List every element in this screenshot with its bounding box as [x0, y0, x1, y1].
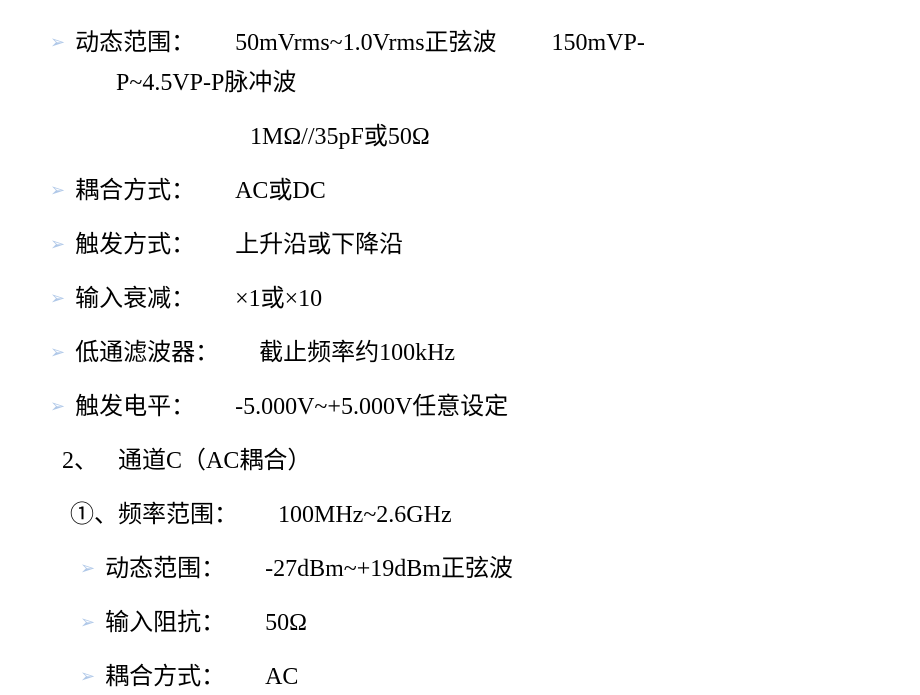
sub-number: ①、 [70, 502, 118, 528]
item-continuation: P~4.5VP-P脉冲波 [116, 65, 860, 101]
item-content: 输入阻抗： 50Ω [105, 605, 860, 641]
sub-value: 100MHz~2.6GHz [278, 502, 452, 528]
item-value-2: 150mVP- [552, 30, 645, 56]
sub-item-frequency: ①、频率范围： 100MHz~2.6GHz [70, 497, 860, 533]
continuation-text: P~4.5VP-P脉冲波 [116, 70, 296, 96]
item-value: -27dBm~+19dBm正弦波 [265, 556, 513, 582]
item-value: 50mVrms~1.0Vrms正弦波 [235, 30, 496, 56]
bullet-icon: ➢ [50, 177, 65, 204]
bullet-icon: ➢ [80, 555, 95, 582]
bullet-icon: ➢ [50, 339, 65, 366]
item-label: 动态范围： [105, 556, 225, 582]
standalone-text: 1MΩ//35pF或50Ω [250, 124, 430, 150]
item-label: 触发方式： [75, 232, 195, 258]
item-content: 触发方式： 上升沿或下降沿 [75, 227, 860, 263]
list-item-dynamic-range-2: ➢ 动态范围： -27dBm~+19dBm正弦波 [50, 551, 860, 587]
list-item-impedance: ➢ 输入阻抗： 50Ω [50, 605, 860, 641]
item-label: 低通滤波器： [75, 340, 219, 366]
bullet-icon: ➢ [50, 393, 65, 420]
section-number: 2、 [62, 448, 98, 474]
item-label: 耦合方式： [105, 664, 225, 690]
item-value: 50Ω [265, 610, 307, 636]
section-header: 2、通道C（AC耦合） [62, 443, 860, 479]
item-label: 输入衰减： [75, 286, 195, 312]
item-value: 上升沿或下降沿 [235, 232, 403, 258]
item-content: 低通滤波器： 截止频率约100kHz [75, 335, 860, 371]
item-label: 触发电平： [75, 394, 195, 420]
bullet-icon: ➢ [50, 231, 65, 258]
item-content: 触发电平： -5.000V~+5.000V任意设定 [75, 389, 860, 425]
item-content: 输入衰减： ×1或×10 [75, 281, 860, 317]
list-item-trigger-mode: ➢ 触发方式： 上升沿或下降沿 [50, 227, 860, 263]
item-label: 耦合方式： [75, 178, 195, 204]
item-label: 动态范围： [75, 30, 195, 56]
bullet-icon: ➢ [50, 29, 65, 56]
standalone-line: 1MΩ//35pF或50Ω [250, 119, 860, 155]
bullet-icon: ➢ [80, 663, 95, 690]
item-label: 输入阻抗： [105, 610, 225, 636]
item-content: 耦合方式： AC或DC [75, 173, 860, 209]
item-content: 动态范围： 50mVrms~1.0Vrms正弦波 150mVP- [75, 25, 860, 61]
item-value: AC或DC [235, 178, 326, 204]
list-item-lowpass: ➢ 低通滤波器： 截止频率约100kHz [50, 335, 860, 371]
bullet-icon: ➢ [80, 609, 95, 636]
section-text: 通道C（AC耦合） [118, 448, 311, 474]
sub-label: 频率范围： [118, 502, 238, 528]
list-item-dynamic-range: ➢ 动态范围： 50mVrms~1.0Vrms正弦波 150mVP- [50, 25, 860, 61]
bullet-icon: ➢ [50, 285, 65, 312]
item-value: 截止频率约100kHz [259, 340, 455, 366]
item-value: -5.000V~+5.000V任意设定 [235, 394, 508, 420]
item-value: ×1或×10 [235, 286, 322, 312]
list-item-coupling: ➢ 耦合方式： AC或DC [50, 173, 860, 209]
item-content: 动态范围： -27dBm~+19dBm正弦波 [105, 551, 860, 587]
list-item-attenuation: ➢ 输入衰减： ×1或×10 [50, 281, 860, 317]
list-item-trigger-level: ➢ 触发电平： -5.000V~+5.000V任意设定 [50, 389, 860, 425]
item-value: AC [265, 664, 298, 690]
